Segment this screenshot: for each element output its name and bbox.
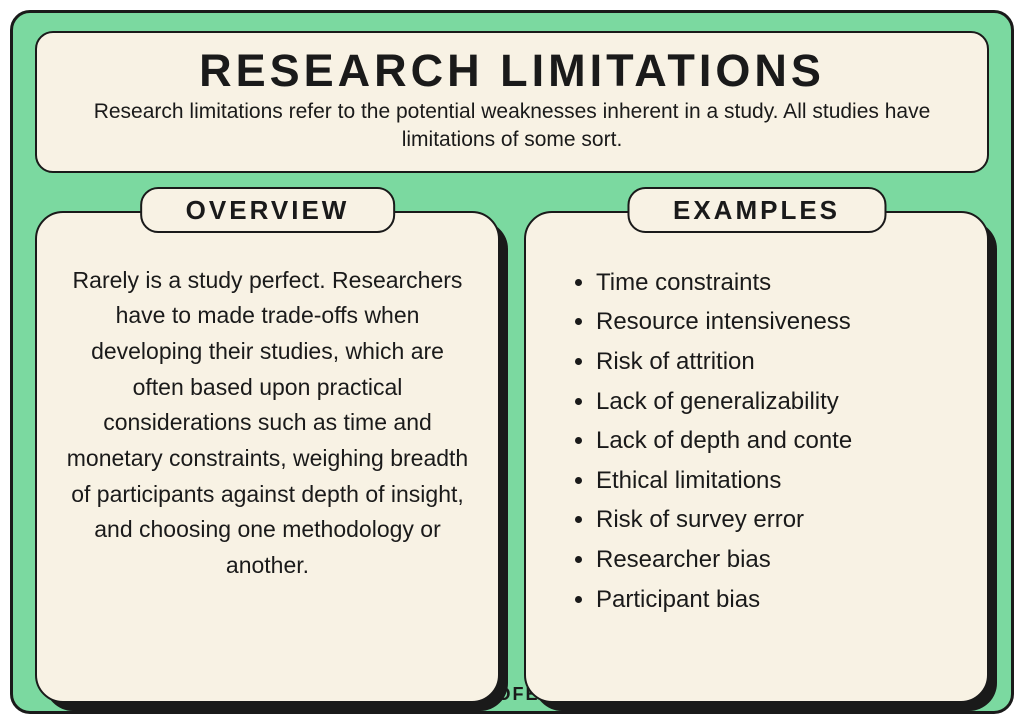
examples-tab: EXAMPLES <box>627 187 886 233</box>
infographic-frame: RESEARCH LIMITATIONS Research limitation… <box>10 10 1014 714</box>
overview-card: OVERVIEW Rarely is a study perfect. Rese… <box>35 211 500 703</box>
page-subtitle: Research limitations refer to the potent… <box>67 98 957 153</box>
overview-text: Rarely is a study perfect. Researchers h… <box>65 263 470 584</box>
examples-card: EXAMPLES Time constraints Resource inten… <box>524 211 989 703</box>
list-item: Researcher bias <box>596 540 959 580</box>
overview-card-wrap: OVERVIEW Rarely is a study perfect. Rese… <box>35 211 500 703</box>
page-title: RESEARCH LIMITATIONS <box>67 47 957 94</box>
list-item: Risk of attrition <box>596 342 959 382</box>
list-item: Participant bias <box>596 580 959 620</box>
list-item: Ethical limitations <box>596 461 959 501</box>
columns: OVERVIEW Rarely is a study perfect. Rese… <box>35 211 989 703</box>
header-card: RESEARCH LIMITATIONS Research limitation… <box>35 31 989 173</box>
list-item: Lack of depth and conte <box>596 421 959 461</box>
overview-tab: OVERVIEW <box>140 187 396 233</box>
list-item: Time constraints <box>596 263 959 303</box>
list-item: Risk of survey error <box>596 500 959 540</box>
examples-card-wrap: EXAMPLES Time constraints Resource inten… <box>524 211 989 703</box>
list-item: Lack of generalizability <box>596 382 959 422</box>
list-item: Resource intensiveness <box>596 302 959 342</box>
examples-list: Time constraints Resource intensiveness … <box>554 263 959 619</box>
